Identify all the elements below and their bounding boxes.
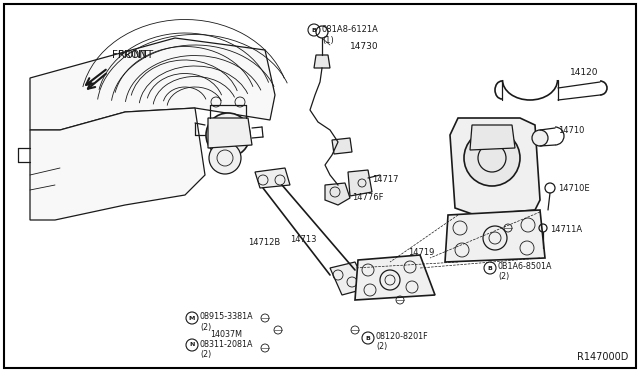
Text: 14711A: 14711A xyxy=(550,225,582,234)
Text: N: N xyxy=(189,343,195,347)
Text: (2): (2) xyxy=(376,342,387,351)
Text: R147000D: R147000D xyxy=(577,352,628,362)
Polygon shape xyxy=(325,183,350,205)
Polygon shape xyxy=(450,118,540,215)
Polygon shape xyxy=(30,108,205,220)
Text: (2): (2) xyxy=(200,323,211,332)
Text: (1): (1) xyxy=(322,36,333,45)
Text: 14037M: 14037M xyxy=(210,330,242,339)
Text: 14712B: 14712B xyxy=(248,238,280,247)
Text: FRONT: FRONT xyxy=(118,50,153,60)
Text: 14717: 14717 xyxy=(372,175,399,184)
Polygon shape xyxy=(348,170,372,196)
Text: 14730: 14730 xyxy=(350,42,379,51)
Polygon shape xyxy=(314,55,330,68)
Text: M: M xyxy=(189,315,195,321)
Text: 14710E: 14710E xyxy=(558,183,589,192)
Text: (2): (2) xyxy=(200,350,211,359)
Text: B: B xyxy=(365,336,371,340)
Circle shape xyxy=(464,130,520,186)
Text: 081A8-6121A: 081A8-6121A xyxy=(322,25,379,34)
Polygon shape xyxy=(470,125,515,150)
Polygon shape xyxy=(330,262,368,295)
Text: 14719: 14719 xyxy=(408,248,435,257)
Text: 08120-8201F: 08120-8201F xyxy=(376,332,429,341)
Text: 0B1A6-8501A: 0B1A6-8501A xyxy=(498,262,552,271)
Polygon shape xyxy=(208,118,252,148)
Polygon shape xyxy=(30,38,275,130)
Text: B: B xyxy=(488,266,492,270)
Circle shape xyxy=(206,113,250,157)
Text: 14710: 14710 xyxy=(558,125,584,135)
Text: 14713: 14713 xyxy=(290,235,317,244)
Polygon shape xyxy=(332,138,352,154)
Text: 14776F: 14776F xyxy=(352,193,383,202)
Text: 08915-3381A: 08915-3381A xyxy=(200,312,253,321)
Text: FRONT: FRONT xyxy=(112,50,147,60)
Polygon shape xyxy=(445,210,545,262)
Polygon shape xyxy=(255,168,290,188)
Text: 08311-2081A: 08311-2081A xyxy=(200,340,253,349)
Text: B: B xyxy=(312,28,316,32)
Text: 14120: 14120 xyxy=(570,68,598,77)
Circle shape xyxy=(532,130,548,146)
Text: (2): (2) xyxy=(498,272,509,281)
Polygon shape xyxy=(355,255,435,300)
Circle shape xyxy=(209,142,241,174)
